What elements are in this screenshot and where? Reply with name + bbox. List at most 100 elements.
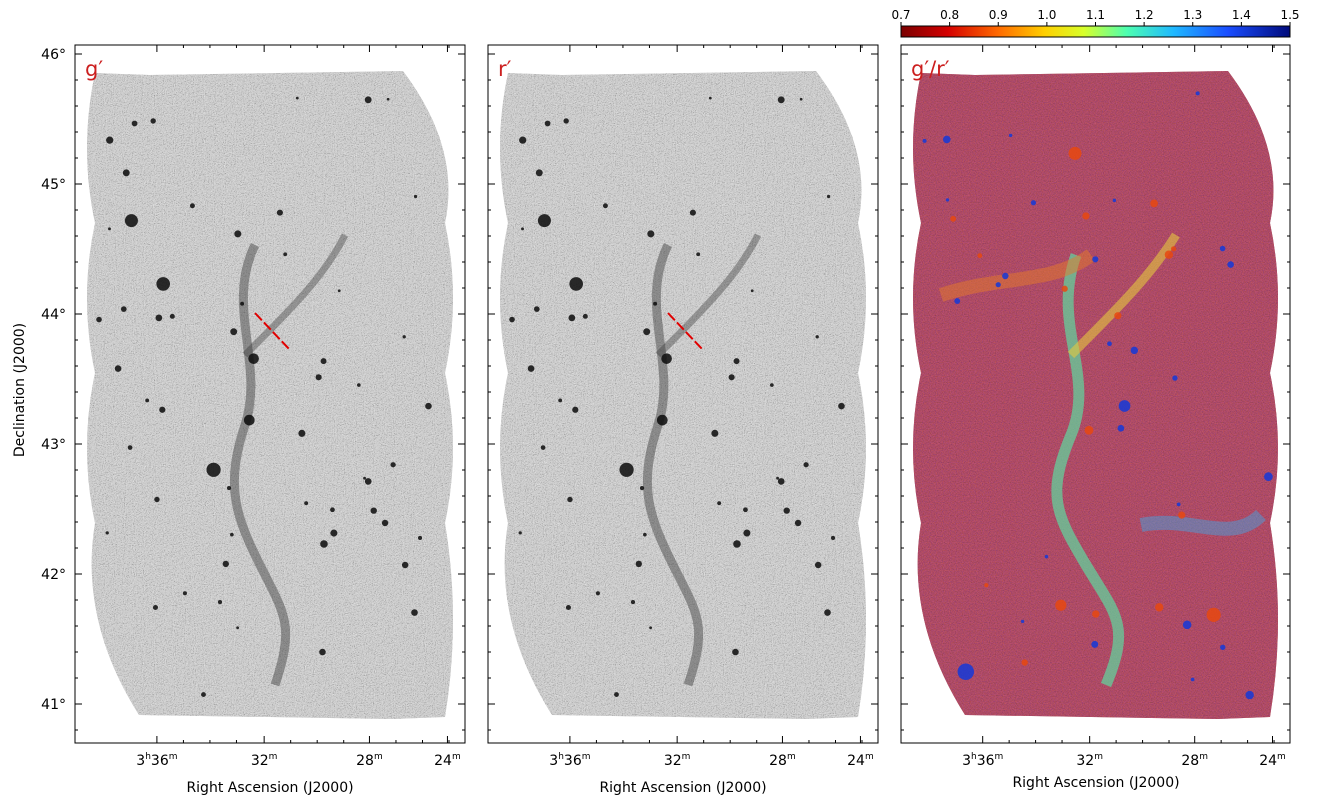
star [319, 648, 326, 656]
star [942, 135, 951, 144]
panels-group: g′ 46° 45° 44° 43° 42° 41° 3h36m 32m 28m 24m r′ 3h36… [41, 44, 1291, 769]
star [1172, 375, 1178, 381]
star [320, 540, 328, 548]
star [364, 96, 372, 104]
star [234, 230, 242, 238]
star [689, 209, 696, 216]
star [217, 600, 223, 605]
star [1118, 400, 1131, 412]
dec-tick-label: 45° [41, 177, 66, 193]
star [1176, 502, 1181, 507]
star [838, 402, 845, 410]
slit-marker [254, 312, 290, 350]
star [283, 252, 288, 257]
star [1245, 690, 1254, 700]
star [1195, 91, 1200, 96]
star [243, 414, 255, 426]
star [743, 507, 748, 513]
sky-image [87, 71, 453, 719]
star [595, 591, 600, 596]
colorbar-tick-label: 1.0 [1037, 8, 1056, 22]
star [1091, 640, 1099, 648]
star [330, 529, 338, 537]
star [1055, 599, 1067, 611]
star [226, 486, 232, 491]
ra-tick-label: 32m [664, 752, 691, 769]
star [649, 626, 653, 630]
star [417, 535, 423, 540]
star [1117, 424, 1125, 432]
star [696, 252, 701, 257]
star [222, 560, 229, 568]
star [381, 519, 389, 527]
star [122, 169, 130, 177]
star [711, 429, 719, 437]
star [733, 540, 741, 548]
star [1030, 200, 1037, 206]
star [127, 445, 133, 450]
star [602, 203, 608, 209]
star [1182, 620, 1192, 630]
star [777, 96, 785, 104]
star [563, 118, 569, 124]
star [1178, 511, 1186, 519]
star [1220, 644, 1226, 651]
star [108, 227, 111, 231]
star [1130, 346, 1139, 355]
colorbar-tick-label: 1.3 [1183, 8, 1202, 22]
slit-marker [667, 312, 703, 350]
ra-tick-label: 24m [434, 752, 461, 769]
star [568, 314, 576, 322]
star [750, 289, 754, 293]
star [1150, 199, 1158, 208]
star [527, 365, 535, 372]
star [402, 335, 406, 339]
star [814, 561, 822, 569]
star [236, 626, 240, 630]
star [977, 253, 983, 259]
star [1107, 341, 1112, 347]
star [386, 97, 390, 101]
star [533, 306, 540, 312]
ra-tick-label: 24m [847, 752, 874, 769]
star [567, 496, 573, 503]
star [518, 531, 522, 535]
star [1264, 472, 1273, 482]
ra-tick-label: 32m [1076, 752, 1103, 769]
star [156, 277, 171, 291]
star [732, 648, 739, 656]
star [639, 486, 645, 491]
colorbar-tick-label: 0.9 [989, 8, 1008, 22]
star [189, 203, 195, 209]
colorbar-tick-label: 1.5 [1280, 8, 1299, 22]
star [957, 663, 975, 681]
star [799, 97, 803, 101]
star [619, 462, 634, 477]
panel-g: g′ 46° 45° 44° 43° 42° 41° 3h36m 32m 28m 24m [41, 44, 466, 769]
star [643, 328, 651, 336]
star [544, 120, 551, 127]
colorbar: 0.7 0.8 0.9 1.0 1.1 1.2 1.3 1.4 1.5 [891, 8, 1300, 38]
ra-tick-label: 3h36m [136, 752, 177, 769]
star [363, 476, 366, 480]
star [717, 501, 722, 506]
star [304, 501, 309, 506]
star [1092, 256, 1099, 263]
sky-image [913, 71, 1278, 719]
star [945, 198, 950, 202]
colorbar-ticks: 0.7 0.8 0.9 1.0 1.1 1.2 1.3 1.4 1.5 [891, 8, 1300, 26]
star [733, 358, 740, 365]
star [364, 478, 372, 485]
star [569, 277, 584, 291]
star [315, 374, 322, 381]
star [114, 365, 122, 372]
star [630, 600, 636, 605]
star [540, 445, 546, 450]
star [1219, 245, 1226, 252]
star [995, 282, 1001, 288]
star [1008, 133, 1013, 138]
star [776, 476, 779, 480]
star [794, 519, 802, 527]
dec-tick-label: 41° [41, 697, 66, 713]
star [124, 214, 138, 228]
